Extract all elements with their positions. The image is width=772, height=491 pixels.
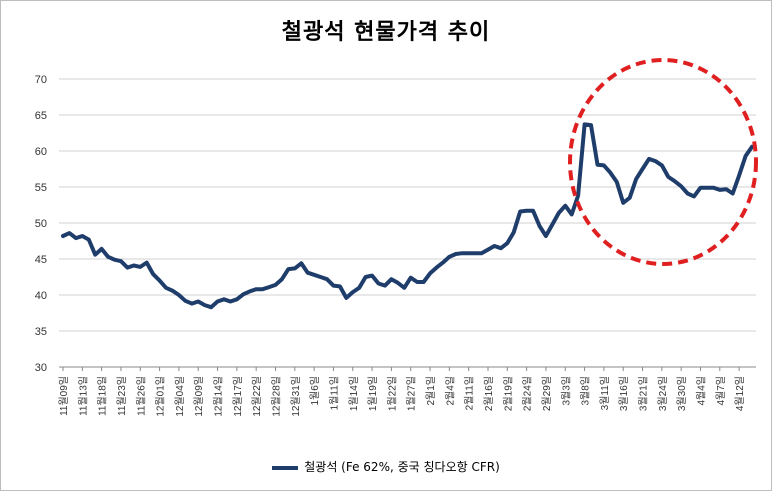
x-tick-label: 4월12일: [734, 376, 746, 411]
x-tick-label: 12월28일: [270, 376, 282, 417]
x-tick-label: 3월21일: [638, 376, 650, 411]
x-tick-label: 4월4일: [695, 376, 707, 406]
x-tick-label: 12월22일: [251, 376, 263, 417]
x-tick-label: 4월7일: [715, 376, 727, 406]
x-tick-label: 1월22일: [386, 376, 398, 411]
x-tick-label: 1월14일: [348, 376, 360, 411]
y-tick-label: 40: [35, 290, 47, 302]
x-tick-label: 11월09일: [58, 376, 70, 416]
y-tick-label: 65: [35, 110, 47, 122]
x-tick-label: 11월23일: [116, 376, 128, 416]
y-tick-label: 70: [35, 74, 47, 86]
x-tick-label: 3월30일: [676, 376, 688, 411]
y-tick-label: 30: [35, 362, 47, 374]
x-tick-label: 2월4일: [444, 376, 456, 406]
x-tick-label: 2월24일: [522, 376, 534, 411]
chart-title: 철광석 현물가격 추이: [281, 20, 491, 45]
x-tick-label: 12월09일: [193, 376, 205, 417]
gridlines: [59, 78, 756, 368]
highlight-circle: [568, 58, 758, 266]
legend-swatch: [272, 465, 299, 470]
x-tick-label: 1월6일: [309, 376, 321, 406]
x-tick-label: 11월18일: [97, 376, 109, 416]
x-tick-label: 11월26일: [135, 376, 147, 416]
x-tick-label: 12월31일: [290, 376, 302, 417]
y-tick-label: 45: [35, 254, 47, 266]
legend: 철광석 (Fe 62%, 중국 칭다오항 CFR): [0, 458, 772, 475]
x-tick-label: 3월16일: [618, 376, 630, 411]
x-tick-label: 2월11일: [464, 376, 476, 410]
x-tick-label: 3월24일: [657, 376, 669, 411]
x-axis-ticks: 11월09일 11월13일 11월18일 11월23일 11월26일 12월01일 12월0…: [58, 367, 746, 417]
x-tick-label: 1월11일: [328, 376, 340, 410]
y-tick-label: 55: [35, 182, 47, 194]
y-tick-label: 50: [35, 218, 47, 230]
y-axis-ticks: 30 35 40 45 50 55 60 65 70: [35, 74, 47, 374]
x-tick-label: 12월01일: [155, 376, 167, 417]
x-tick-label: 2월16일: [483, 376, 495, 411]
series-line: [61, 122, 754, 310]
x-tick-label: 3월8일: [580, 376, 592, 406]
x-tick-label: 1월27일: [406, 376, 418, 411]
x-tick-label: 12월17일: [232, 376, 244, 417]
x-tick-label: 3월11일: [599, 376, 611, 410]
x-tick-label: 12월14일: [213, 376, 225, 417]
x-tick-label: 2월19일: [502, 376, 514, 411]
x-tick-label: 11월13일: [77, 376, 89, 416]
y-tick-label: 60: [35, 146, 47, 158]
x-tick-label: 2월1일: [425, 376, 437, 406]
x-tick-label: 1월19일: [367, 376, 379, 411]
x-tick-label: 12월04일: [174, 376, 186, 417]
x-tick-label: 3월3일: [560, 376, 572, 406]
y-tick-label: 35: [35, 326, 47, 338]
x-tick-label: 2월29일: [541, 376, 553, 411]
legend-label: 철광석 (Fe 62%, 중국 칭다오항 CFR): [304, 460, 500, 474]
